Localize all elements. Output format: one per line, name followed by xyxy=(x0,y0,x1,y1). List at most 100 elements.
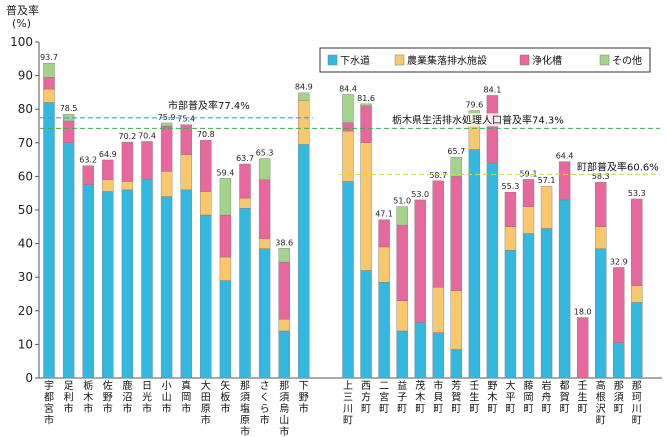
y-tick-label: 100 xyxy=(10,35,33,49)
category-label-char: 野 xyxy=(487,380,497,392)
category-label-char: 町 xyxy=(614,404,624,415)
bar-segment-2 xyxy=(219,256,232,281)
bar-segment-1 xyxy=(239,208,251,379)
category-label-char: 宮 xyxy=(379,391,389,404)
category-label-char: 市 xyxy=(240,425,250,437)
legend: 下水道 農業集落排水施設 浄化槽 その他 xyxy=(319,47,651,73)
bar-total-label: 75.9 xyxy=(158,113,176,122)
bar-segment-1 xyxy=(468,149,481,379)
bar-segment-1 xyxy=(258,248,271,379)
category-label-char: 壬 xyxy=(578,380,588,392)
category-label-char: 市 xyxy=(64,402,74,415)
bar-segment-3 xyxy=(522,179,535,207)
bar-total-label: 79.6 xyxy=(465,101,483,110)
category-label-char: 大 xyxy=(201,379,211,392)
category-label-char: 那 xyxy=(240,380,250,392)
bar-segment-3 xyxy=(121,141,134,182)
category-label-char: 岡 xyxy=(181,392,191,404)
category-label-char: 芳 xyxy=(451,379,461,392)
bar-total-label: 32.9 xyxy=(610,257,628,266)
category-label-char: 都 xyxy=(44,392,54,404)
legend-label: 農業集落排水施設 xyxy=(407,54,487,67)
bar-segment-2 xyxy=(595,226,607,249)
bar-segment-3 xyxy=(239,163,251,199)
bar-total-label: 58.7 xyxy=(429,171,447,180)
category-label-char: 足 xyxy=(64,380,74,392)
legend-swatch xyxy=(327,54,338,66)
bar-total-label: 78.5 xyxy=(60,104,78,113)
category-label-char: 二 xyxy=(379,381,389,392)
bar-total-label: 57.1 xyxy=(538,176,556,185)
category-label-char: 根 xyxy=(596,391,606,404)
category-label-char: 平 xyxy=(505,393,515,404)
bar-segment-1 xyxy=(82,184,94,379)
bar-segment-1 xyxy=(486,162,499,379)
category-label-char: 町 xyxy=(596,416,606,427)
category-label-char: 町 xyxy=(542,404,552,415)
category-label-char: 沢 xyxy=(596,402,606,415)
reference-label-bg xyxy=(166,98,252,112)
category-label-char: 町 xyxy=(343,416,353,427)
category-label-char: 那 xyxy=(614,380,624,392)
y-tick-label: 90 xyxy=(18,69,33,83)
category-label-char: 板 xyxy=(220,391,230,404)
category-label-char: 木 xyxy=(415,392,425,404)
category-label-char: 木 xyxy=(83,392,93,404)
bar-segment-3 xyxy=(180,124,192,155)
reference-lines: 市部普及率77.4% 栃木県生活排水処理人口普及率74.3% 町部普及率60.6% xyxy=(40,98,661,175)
bar-segment-2 xyxy=(342,130,354,182)
bar-segment-1 xyxy=(504,250,517,379)
category-label-char: 壬 xyxy=(469,380,479,392)
bar-segment-1 xyxy=(278,330,290,379)
category-label-char: 川 xyxy=(343,404,353,415)
category-label-char: 矢 xyxy=(220,379,230,392)
bar-total-label: 53.0 xyxy=(411,190,429,199)
bar-segment-3 xyxy=(595,181,607,227)
category-label-char: 町 xyxy=(361,404,371,415)
category-label-char: 市 xyxy=(220,402,230,415)
category-label-char: 市 xyxy=(279,425,289,437)
bar-segment-1 xyxy=(121,189,134,379)
bar-segment-1 xyxy=(141,179,153,379)
y-tick-label: 70 xyxy=(18,136,33,150)
category-label-char: 野 xyxy=(299,392,309,404)
bar-segment-1 xyxy=(360,270,372,379)
category-label-char: 町 xyxy=(578,404,588,415)
bar-segment-3 xyxy=(43,77,55,90)
bar-segment-1 xyxy=(540,228,553,379)
bar-segment-1 xyxy=(450,349,462,379)
reference-line-label: 栃木県生活排水処理人口普及率74.3% xyxy=(392,113,564,126)
category-label-char: 岩 xyxy=(542,379,552,392)
bar-segment-3 xyxy=(613,267,625,343)
bar-segment-4 xyxy=(450,157,462,177)
bar-segment-2 xyxy=(121,181,134,191)
category-label-char: 生 xyxy=(578,391,588,404)
bar-segment-3 xyxy=(450,176,462,291)
bar-segment-1 xyxy=(558,199,571,379)
category-label-char: 市 xyxy=(162,402,172,415)
category-label-char: 町 xyxy=(397,404,407,415)
legend-box xyxy=(319,47,651,73)
bar-segment-3 xyxy=(200,139,212,192)
bar-total-label: 93.7 xyxy=(40,53,58,62)
bar-segment-3 xyxy=(258,179,271,239)
bar-segment-1 xyxy=(180,189,192,379)
bar-total-label: 18.0 xyxy=(574,308,592,317)
bars: 93.7宇都宮市78.5足利市63.2栃木市64.9佐野市70.2鹿沼市70.4… xyxy=(40,53,646,437)
category-label-char: 方 xyxy=(361,391,371,404)
bar-segment-1 xyxy=(43,102,55,379)
reference-line-label: 市部普及率77.4% xyxy=(168,99,250,112)
bar-segment-2 xyxy=(43,88,55,103)
category-label-char: 山 xyxy=(162,392,172,404)
category-label-char: 市 xyxy=(83,402,93,415)
category-label-char: 那 xyxy=(632,380,642,392)
category-label-char: 町 xyxy=(524,404,534,415)
category-label-char: 小 xyxy=(162,380,172,392)
category-label-char: 高 xyxy=(596,379,606,392)
category-label-char: 町 xyxy=(560,404,570,415)
category-label-char: 町 xyxy=(433,404,443,415)
category-label-char: 木 xyxy=(487,392,497,404)
bar-segment-4 xyxy=(360,103,372,107)
bar-segment-4 xyxy=(258,158,271,180)
